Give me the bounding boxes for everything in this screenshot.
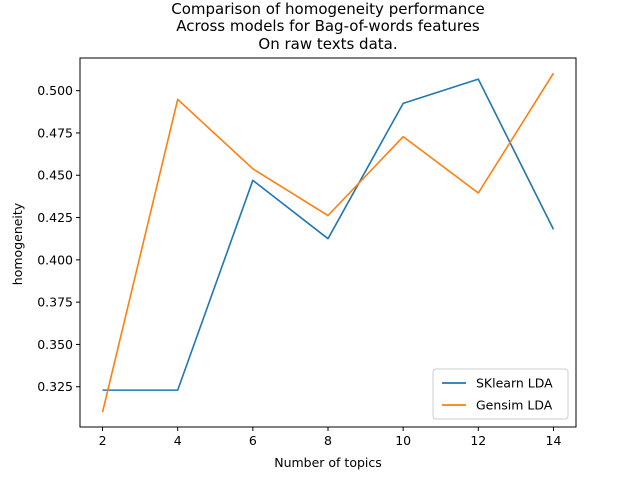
y-tick-label: 0.350 [37, 337, 73, 352]
x-axis-ticks: 2 4 6 8 10 12 14 [99, 427, 562, 448]
chart-title-line-1: Comparison of homogeneity performance [171, 0, 485, 18]
x-tick-label: 14 [546, 433, 562, 448]
y-tick-label: 0.500 [37, 83, 73, 98]
y-tick-label: 0.400 [37, 252, 73, 267]
x-tick-label: 2 [99, 433, 107, 448]
y-axis-label: homogeneity [10, 202, 25, 285]
x-tick-label: 12 [470, 433, 486, 448]
x-axis-label: Number of topics [274, 455, 382, 470]
chart-title-line-3: On raw texts data. [258, 35, 397, 53]
legend-label: SKlearn LDA [476, 376, 553, 391]
y-axis-ticks: 0.325 0.350 0.375 0.400 0.425 0.450 0.475 0.500 [37, 83, 80, 394]
x-tick-label: 10 [395, 433, 411, 448]
x-tick-label: 6 [249, 433, 257, 448]
y-tick-label: 0.475 [37, 125, 73, 140]
plot-frame [79, 57, 577, 428]
chart-title: Comparison of homogeneity performance Ac… [171, 0, 485, 53]
plot-area [79, 57, 577, 428]
y-tick-label: 0.425 [37, 210, 73, 225]
series-line [102, 78, 555, 391]
y-tick-label: 0.375 [37, 295, 73, 310]
x-tick-label: 4 [174, 433, 182, 448]
series-layer [101, 72, 555, 413]
chart-title-line-2: Across models for Bag-of-words features [176, 17, 480, 35]
y-tick-label: 0.450 [37, 168, 73, 183]
y-tick-label: 0.325 [37, 379, 73, 394]
legend: SKlearn LDA Gensim LDA [432, 368, 569, 420]
legend-box [432, 368, 569, 420]
x-tick-label: 8 [324, 433, 332, 448]
legend-label: Gensim LDA [476, 398, 553, 413]
series-line [101, 72, 555, 413]
